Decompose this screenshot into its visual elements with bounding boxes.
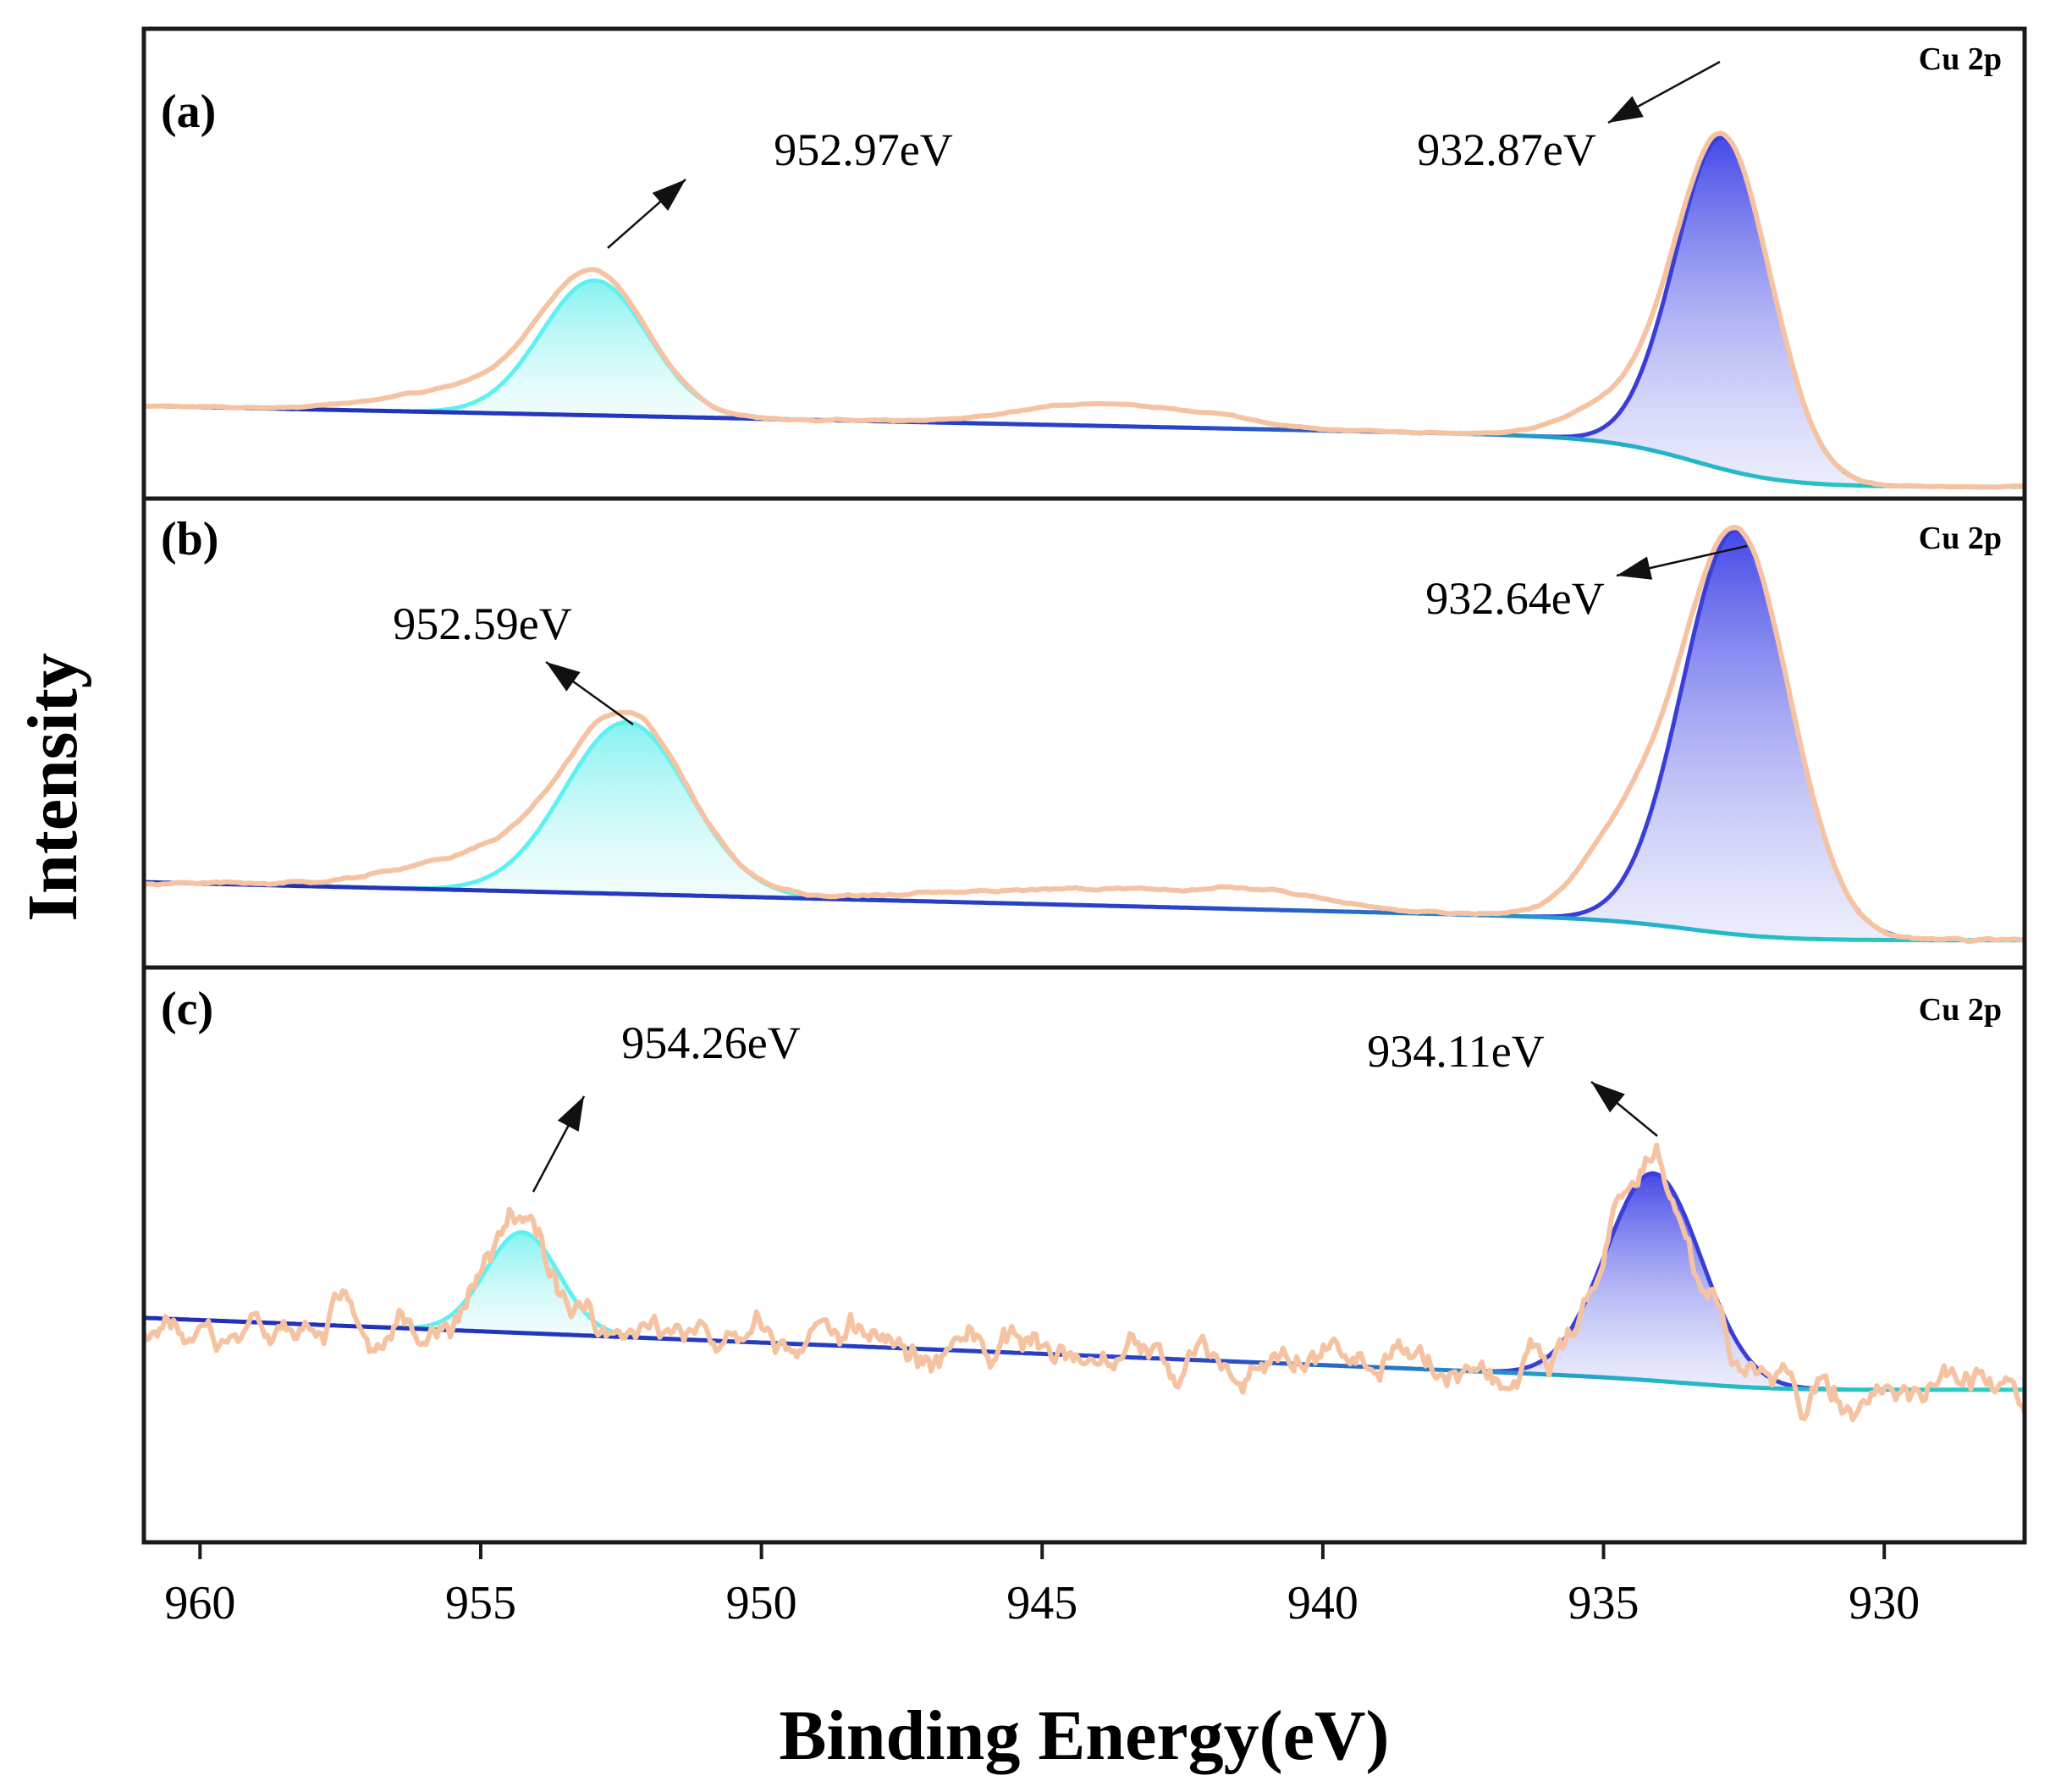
peak-label: 954.26eV: [621, 1017, 800, 1068]
peak-fill-1: [376, 1232, 669, 1339]
raw-spectrum: [143, 130, 2025, 490]
peak-label: 952.59eV: [393, 598, 571, 649]
region-label: Cu 2p: [1919, 521, 2002, 556]
peak-fit-1: [379, 720, 874, 902]
panel-label: (c): [161, 983, 213, 1035]
peak-fill-2: [1523, 530, 1950, 940]
peak-arrow-head: [1617, 556, 1653, 580]
peak-arrow-head: [1608, 96, 1644, 123]
x-tick-label: 930: [1849, 1577, 1920, 1629]
panel-c: (c) Cu 2p 954.26eV 934.11eV: [141, 983, 2027, 1423]
peak-fill-1: [379, 722, 874, 901]
raw-spectrum: [143, 525, 2025, 945]
region-label: Cu 2p: [1919, 41, 2002, 77]
peak-label: 932.87eV: [1417, 124, 1595, 175]
panel-b: (b) Cu 2p 952.59eV 932.64eV: [143, 513, 2025, 945]
background-line: [144, 404, 2025, 489]
peak-fill-1: [381, 280, 808, 420]
region-label: Cu 2p: [1919, 992, 2002, 1028]
x-tick-label: 955: [445, 1577, 516, 1629]
panel-a: (a) Cu 2p 952.97eV 932.87eV: [143, 41, 2025, 490]
peak-label: 952.97eV: [774, 124, 952, 175]
peak-label: 934.11eV: [1367, 1026, 1544, 1077]
panel-label: (b): [161, 513, 218, 565]
x-tick-label: 960: [164, 1577, 235, 1629]
peak-fit-2: [1463, 1171, 1845, 1392]
peak-fill-2: [1463, 1173, 1845, 1390]
peak-arrow-head: [652, 179, 686, 211]
plot-border: [141, 26, 2027, 1545]
background-line: [143, 1315, 2025, 1392]
x-tick-label: 950: [726, 1577, 797, 1629]
x-tick-label: 935: [1568, 1577, 1639, 1629]
y-axis-title: Intensity: [14, 653, 92, 921]
peak-fill-2: [1532, 137, 1915, 487]
x-tick-label: 940: [1287, 1577, 1358, 1629]
spectrum-panels: (a) Cu 2p 952.97eV 932.87eV (b) Cu 2p 952.59eV…: [141, 41, 2027, 1423]
background-line: [143, 879, 2025, 943]
peak-arrow-head: [557, 1096, 584, 1132]
panel-label: (a): [161, 85, 216, 138]
x-axis-ticks: 960 955 950 945 940 935 930: [164, 1542, 1920, 1629]
raw-spectrum: [141, 1142, 2027, 1423]
peak-label: 932.64eV: [1425, 573, 1604, 624]
plot-frame: [141, 26, 2027, 1545]
x-tick-label: 945: [1006, 1577, 1077, 1629]
peak-arrow-head: [1591, 1082, 1625, 1113]
peak-arrow-head: [546, 662, 581, 692]
x-axis-title: Binding Energy(eV): [779, 1696, 1389, 1775]
